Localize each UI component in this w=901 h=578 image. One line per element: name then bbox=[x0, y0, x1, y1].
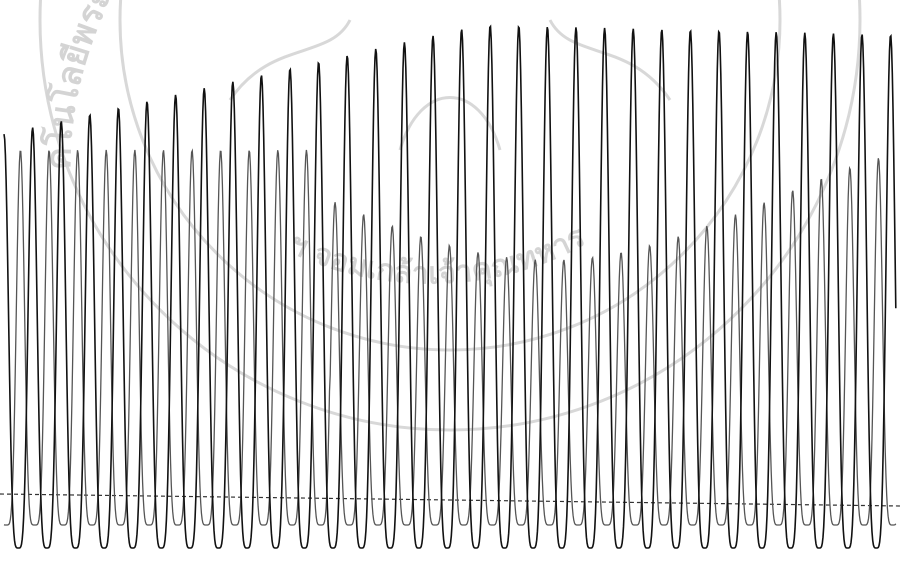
watermark-outer-text: คโนโลยีพระจอมเกล้าเจ้าคุณทหารลาดกระบัง bbox=[39, 0, 520, 170]
scan: คโนโลยีพระจอมเกล้าเจ้าคุณทหารลาดกระบัง ฯ… bbox=[0, 0, 901, 578]
trace-line bbox=[4, 150, 896, 525]
baseline bbox=[0, 494, 901, 506]
watermark-ring bbox=[40, 0, 860, 430]
watermark-outer-text: คโนโลยีพระจอมเกล้าเจ้าคุณทหารลาดกระบัง bbox=[39, 0, 520, 170]
watermark: คโนโลยีพระจอมเกล้าเจ้าคุณทหารลาดกระบัง ฯ… bbox=[39, 0, 860, 430]
